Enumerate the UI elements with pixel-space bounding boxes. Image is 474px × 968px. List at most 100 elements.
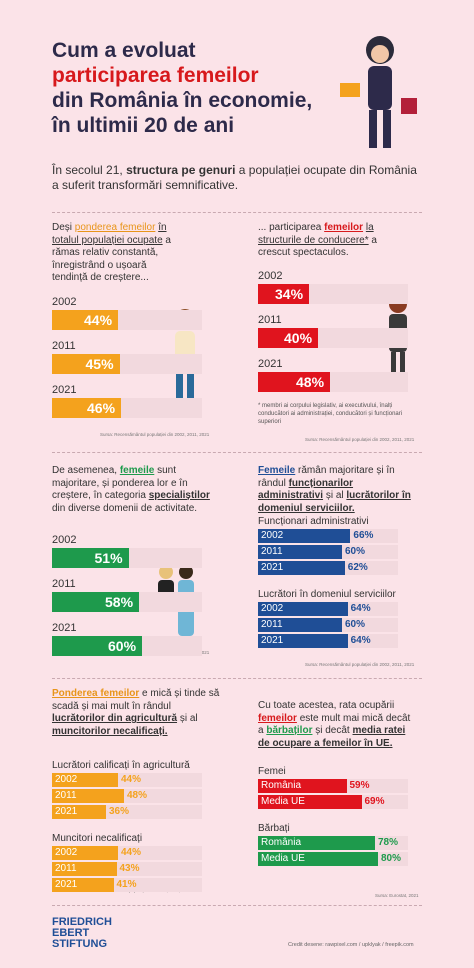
- value-label: 64%: [350, 603, 371, 614]
- bar: [52, 636, 142, 656]
- note-text: a rămas relativ constantă, înregistrând …: [52, 234, 171, 284]
- bar: [258, 545, 342, 559]
- note-text: și al: [179, 713, 198, 724]
- bar: [52, 805, 106, 819]
- bar: [258, 284, 309, 304]
- value-label: 43%: [119, 863, 140, 874]
- source: Sursa: Recensământul populației din 2002…: [100, 432, 210, 437]
- note-highlight: bărbaților: [266, 725, 313, 736]
- value-label: 48%: [127, 790, 148, 801]
- bar: [52, 398, 121, 418]
- category-label: România: [261, 780, 302, 791]
- bar: [52, 592, 139, 612]
- logo-line: EBERT: [52, 927, 90, 939]
- value-label: 69%: [364, 796, 385, 807]
- value-label: 60%: [345, 619, 366, 630]
- category-label: 2021: [261, 635, 284, 646]
- category-label: 2021: [261, 562, 284, 573]
- source: Sursa: Eurostat, 2021: [375, 893, 419, 898]
- value-label: 46%: [87, 400, 116, 416]
- note-text: și al: [325, 490, 344, 501]
- bar: [258, 372, 330, 392]
- note-text: rămân majoritare și în rândul: [258, 465, 395, 489]
- category-label: 2002: [52, 296, 77, 308]
- note-text: funcționarilor administrativi: [258, 477, 354, 502]
- category-label: 2011: [55, 790, 77, 801]
- category-label: Media UE: [261, 796, 305, 807]
- value-label: 66%: [353, 530, 374, 541]
- value-label: 59%: [349, 780, 370, 791]
- series-name: Muncitori necalificați: [52, 833, 143, 844]
- category-label: 2011: [52, 340, 76, 352]
- bar: [258, 602, 348, 616]
- value-label: 60%: [108, 638, 137, 654]
- value-label: 51%: [94, 550, 123, 566]
- bar: [258, 561, 345, 575]
- category-label: 2021: [55, 879, 78, 890]
- note-highlight: Femeile: [258, 465, 296, 476]
- category-label: 2021: [258, 358, 283, 370]
- note-text: lucrătorilor din agricultură: [52, 713, 178, 724]
- note-text: în totalul populației ocupate: [52, 222, 167, 246]
- category-label: 2002: [55, 847, 78, 858]
- panel-note: Cu toate acestea, rata ocupării femeilor…: [258, 700, 418, 750]
- separator: [52, 452, 422, 453]
- note-text: De asemenea,: [52, 465, 118, 476]
- note-text: Cu toate acestea, rata ocupării: [258, 700, 395, 711]
- bar: [258, 795, 362, 809]
- series-name: Lucrători în domeniul serviciilor: [258, 589, 396, 600]
- title-line: în ultimii 20 de ani: [52, 114, 235, 137]
- note-text: muncitorilor necalificați.: [52, 725, 168, 737]
- series-name: Femei: [258, 766, 286, 777]
- note-highlight: femeilor: [258, 712, 297, 724]
- bar: [52, 773, 118, 787]
- footnote: * membri ai corpului legislativ, ai exec…: [258, 403, 403, 425]
- bar: [258, 529, 351, 543]
- logo-line: STIFTUNG: [52, 938, 107, 950]
- bar: [258, 852, 378, 866]
- note-text: sunt majoritare, și ponderea lor e în cr…: [52, 465, 188, 501]
- category-label: 2002: [258, 270, 283, 282]
- panel-note: Ponderea femeilor e mică și tinde să sca…: [52, 688, 222, 738]
- intro-bold: structura pe genuri: [126, 163, 236, 177]
- bar: [258, 618, 342, 632]
- panel-note: Femeile rămân majoritare și în rândul fu…: [258, 465, 418, 515]
- bar: [258, 328, 318, 348]
- panel-note: ... participarea femeilor la structurile…: [258, 222, 408, 260]
- category-label: România: [261, 837, 302, 848]
- note-text: din diverse domenii de activitate.: [52, 502, 198, 514]
- value-label: 41%: [116, 879, 137, 890]
- note-highlight: ponderea femeilor: [74, 222, 156, 233]
- note-text: la structurile de conducere*: [258, 222, 374, 246]
- bar: [258, 634, 348, 648]
- category-label: 2002: [52, 534, 77, 546]
- bar: [52, 310, 118, 330]
- intro-text: a populației ocupate din România a sufer…: [52, 163, 417, 192]
- value-label: 34%: [275, 286, 304, 302]
- bar: [52, 548, 129, 568]
- value-label: 44%: [84, 312, 113, 328]
- category-label: Media UE: [261, 853, 305, 864]
- value-label: 40%: [284, 330, 313, 346]
- category-label: 2021: [52, 622, 77, 634]
- series-name: Funcționari administrativi: [258, 516, 369, 527]
- intro: În secolul 21, structura pe genuri a pop…: [52, 163, 422, 193]
- note-text: e mică și tinde să scadă și mai mult în …: [52, 688, 220, 712]
- category-label: 2011: [261, 619, 283, 630]
- value-label: 36%: [109, 806, 130, 817]
- bar: [258, 836, 375, 850]
- logo-line: FRIEDRICH: [52, 916, 112, 928]
- note-text: media ratei de ocupare a femeilor în UE.: [258, 725, 406, 749]
- panel-note: Deși ponderea femeilor în totalul popula…: [52, 222, 182, 285]
- category-label: 2021: [55, 806, 78, 817]
- category-label: 2002: [261, 530, 284, 541]
- title-line: din România în economie,: [52, 89, 313, 112]
- note-text: specialiștilor: [148, 490, 210, 501]
- value-label: 44%: [121, 847, 142, 858]
- panel-note: De asemenea, femeile sunt majoritare, și…: [52, 465, 222, 515]
- value-label: 60%: [345, 546, 366, 557]
- note-highlight: femeilor: [324, 222, 364, 233]
- note-text: lucrătorilor în domeniul serviciilor.: [258, 490, 411, 514]
- category-label: 2011: [52, 578, 76, 590]
